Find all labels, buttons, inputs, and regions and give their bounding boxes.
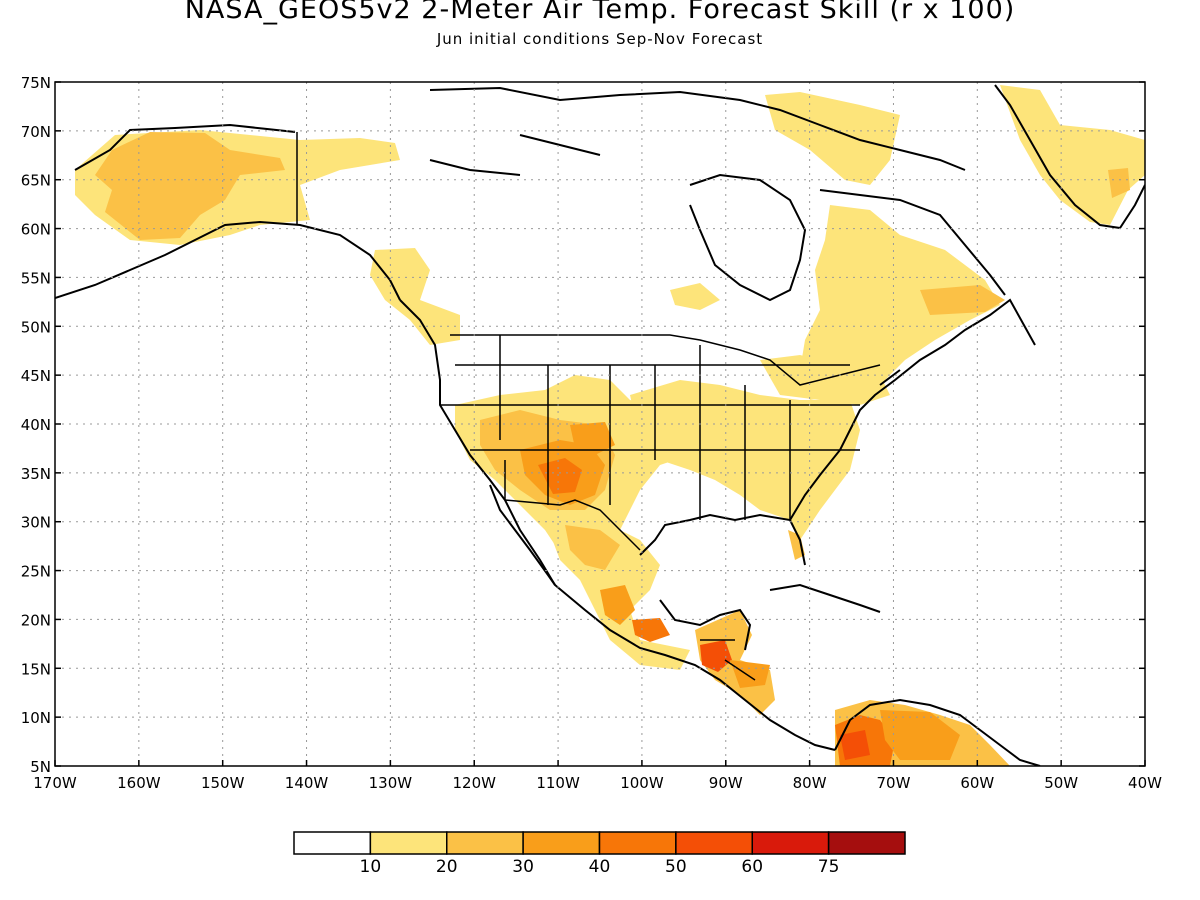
coast-s-america xyxy=(834,698,1041,766)
border-us-mexico xyxy=(504,499,641,551)
border-state-grid xyxy=(440,335,860,520)
colorbar-label: 40 xyxy=(589,857,611,877)
colorbar-swatch xyxy=(522,831,601,855)
coast-atlantic xyxy=(789,298,1036,521)
shade-arizona-core xyxy=(538,458,582,494)
colorbar-label: 75 xyxy=(818,857,840,877)
lat-tick-label: 40N xyxy=(21,416,51,434)
shade-venezuela xyxy=(880,710,960,760)
shade-greenland-mid xyxy=(1108,168,1130,198)
lon-tick-label: 110W xyxy=(536,774,580,792)
colorbar-label: 20 xyxy=(436,857,458,877)
lat-tick-label: 55N xyxy=(21,269,51,287)
shade-hudson-w xyxy=(670,283,720,310)
colorbar-swatch xyxy=(369,831,448,855)
coastlines xyxy=(55,84,1145,766)
lon-tick-label: 130W xyxy=(369,774,413,792)
coast-hudson xyxy=(689,173,807,302)
latitude-labels: 75N 70N 65N 60N 55N 50N 45N 40N 35N 30N 25N 20N 15N 1… xyxy=(21,74,1145,776)
shade-labrador-mid xyxy=(920,285,1005,315)
border-us-canada xyxy=(450,334,881,386)
shade-arctic-east xyxy=(765,92,900,185)
shade-guatemala xyxy=(700,640,732,672)
lon-tick-label: 40W xyxy=(1128,774,1162,792)
lat-tick-label: 5N xyxy=(30,758,51,776)
shade-colorado-orange xyxy=(570,422,615,455)
shade-florida xyxy=(788,530,805,560)
lon-tick-label: 150W xyxy=(201,774,245,792)
lon-tick-label: 120W xyxy=(452,774,496,792)
colorbar-swatch xyxy=(751,831,830,855)
lon-tick-label: 100W xyxy=(620,774,664,792)
colorbar-label: 10 xyxy=(360,857,382,877)
lat-tick-label: 75N xyxy=(21,74,51,92)
lat-tick-label: 20N xyxy=(21,611,51,629)
coast-cuba xyxy=(769,583,881,613)
colorbar-swatch xyxy=(598,831,677,855)
shade-northeast xyxy=(760,355,890,405)
coast-arctic-islands xyxy=(429,86,966,176)
lat-tick-label: 35N xyxy=(21,465,51,483)
longitude-labels: 170W 160W 150W 140W 130W 120W 110W 100W 90W 80W 70… xyxy=(33,760,1162,792)
map-subtitle: Jun initial conditions Sep-Nov Forecast xyxy=(436,30,764,48)
lat-tick-label: 30N xyxy=(21,514,51,532)
colorbar-label: 60 xyxy=(741,857,763,877)
shade-quebec xyxy=(800,205,1000,400)
skill-shading xyxy=(75,85,1145,766)
lat-tick-label: 60N xyxy=(21,221,51,239)
lon-tick-label: 60W xyxy=(960,774,994,792)
lat-tick-label: 25N xyxy=(21,563,51,581)
lon-tick-label: 70W xyxy=(877,774,911,792)
colorbar-swatch xyxy=(827,831,906,855)
political-borders xyxy=(296,132,881,681)
colorbar-label: 50 xyxy=(665,857,687,877)
colorbar-swatch xyxy=(675,831,753,855)
border-cent-am xyxy=(700,639,756,681)
shade-colombia-core xyxy=(840,730,870,760)
shade-mexico-south xyxy=(600,585,635,625)
map-title: NASA_GEOS5v2 2-Meter Air Temp. Forecast … xyxy=(184,0,1016,25)
coast-greenland xyxy=(994,84,1145,230)
lat-tick-label: 50N xyxy=(21,318,51,336)
lat-tick-label: 70N xyxy=(21,123,51,141)
lat-tick-label: 65N xyxy=(21,172,51,190)
shade-greenland xyxy=(1000,85,1145,225)
coast-baja xyxy=(489,484,556,586)
coast-labrador xyxy=(819,189,1006,296)
lon-tick-label: 80W xyxy=(793,774,827,792)
lat-tick-label: 10N xyxy=(21,709,51,727)
shade-honduras xyxy=(730,660,770,688)
lon-tick-label: 90W xyxy=(709,774,743,792)
colorbar-swatch xyxy=(446,831,524,855)
lon-tick-label: 170W xyxy=(33,774,77,792)
shade-bc xyxy=(370,248,460,345)
coast-alaska xyxy=(55,123,401,301)
shade-alaska-mid xyxy=(95,132,285,240)
shade-mexico-mid xyxy=(565,525,620,570)
lon-tick-label: 160W xyxy=(117,774,161,792)
lat-tick-label: 15N xyxy=(21,660,51,678)
colorbar-swatch xyxy=(293,831,372,855)
lon-tick-label: 140W xyxy=(285,774,329,792)
colorbar-label: 30 xyxy=(512,857,534,877)
lon-tick-label: 50W xyxy=(1044,774,1078,792)
lat-tick-label: 45N xyxy=(21,367,51,385)
colorbar: 10 20 30 40 50 60 75 xyxy=(293,831,906,877)
coast-gulf xyxy=(639,513,806,651)
